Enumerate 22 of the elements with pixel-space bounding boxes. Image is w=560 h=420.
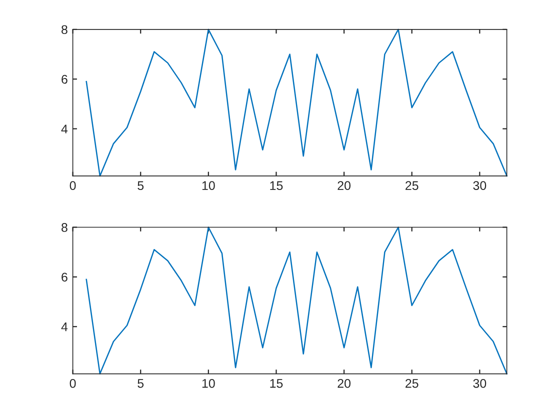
x-tick-label: 0	[70, 378, 76, 388]
x-tick-label: 20	[338, 181, 351, 190]
x-tick-label: 5	[138, 379, 144, 388]
x-tick-label: 0	[70, 181, 76, 190]
x-tick-label: 10	[202, 181, 215, 190]
x-tick-label: 25	[406, 181, 418, 190]
x-tick-label: 5	[138, 181, 144, 190]
y-tick-label: 6	[62, 74, 68, 84]
y-tick-label: 4	[61, 322, 68, 332]
x-tick-label: 15	[270, 379, 283, 388]
x-tick-label: 10	[202, 378, 215, 388]
x-tick-label: 15	[270, 181, 283, 190]
y-tick-label: 8	[62, 25, 68, 34]
line-series	[86, 226, 508, 374]
y-tick-label: 6	[62, 272, 68, 282]
line-series	[86, 28, 508, 177]
x-tick-label: 30	[473, 378, 486, 388]
x-tick-label: 20	[338, 378, 351, 388]
x-tick-label: 25	[406, 378, 418, 388]
x-tick-label: 30	[473, 181, 486, 190]
y-tick-label: 4	[61, 124, 68, 134]
y-tick-label: 8	[62, 223, 68, 232]
